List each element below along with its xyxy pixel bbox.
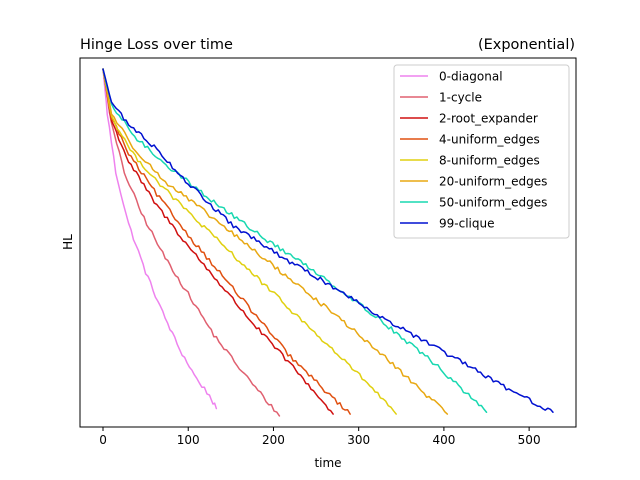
series-line-8-uniform_edges (102, 68, 397, 415)
series-line-99-clique (102, 68, 554, 413)
legend-label: 4-uniform_edges (439, 133, 540, 147)
legend-label: 8-uniform_edges (439, 154, 540, 168)
chart-subtitle: (Exponential) (478, 37, 575, 53)
x-axis-ticks: 0 100 200 300 400 500 (99, 427, 541, 447)
series-line-4-uniform_edges (102, 68, 351, 415)
series-line-1-cycle (102, 68, 281, 417)
x-tick-label: 0 (99, 433, 107, 447)
series-lines (102, 68, 554, 417)
series-line-50-uniform_edges (102, 68, 488, 413)
legend-label: 20-uniform_edges (439, 175, 547, 189)
x-tick-label: 200 (262, 433, 285, 447)
x-tick-label: 300 (347, 433, 370, 447)
chart-title: Hinge Loss over time (80, 37, 233, 53)
legend-label: 0-diagonal (439, 70, 503, 84)
legend-label: 99-clique (439, 217, 494, 231)
x-tick-label: 100 (177, 433, 200, 447)
series-line-2-root_expander (102, 68, 334, 415)
legend: 0-diagonal 1-cycle 2-root_expander 4-unifor… (393, 64, 570, 239)
legend-label: 2-root_expander (439, 112, 538, 126)
legend-label: 1-cycle (439, 91, 482, 105)
legend-box (393, 64, 570, 239)
plot-frame (79, 57, 577, 428)
x-tick-label: 500 (518, 433, 541, 447)
x-tick-label: 400 (432, 433, 455, 447)
legend-label: 50-uniform_edges (439, 196, 547, 210)
x-axis-label: time (314, 456, 341, 470)
series-line-0-diagonal (102, 68, 218, 410)
y-axis-label: HL (61, 234, 75, 250)
series-line-20-uniform_edges (102, 68, 449, 415)
